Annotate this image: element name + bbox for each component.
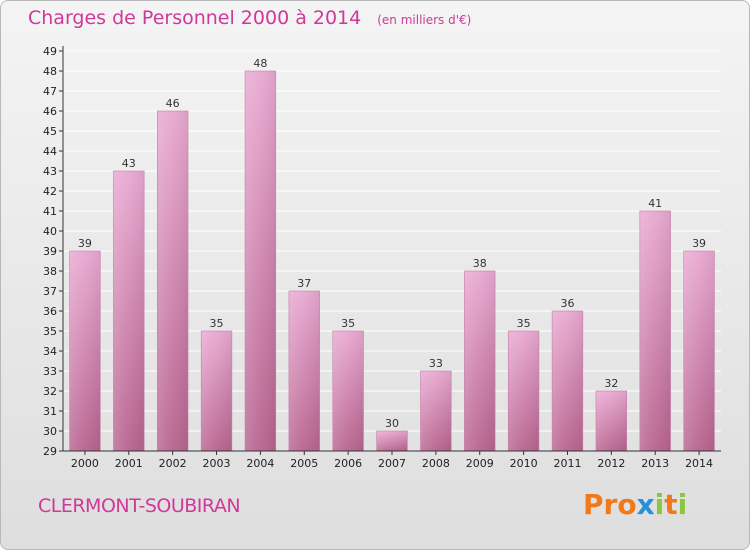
bar-highlight (595, 390, 627, 452)
bar-highlight (507, 330, 540, 452)
x-tick-label: 2005 (290, 457, 318, 470)
data-label: 35 (210, 317, 224, 330)
data-label: 32 (604, 377, 618, 390)
y-tick-label: 40 (43, 225, 57, 238)
x-tick-label: 2007 (378, 457, 406, 470)
y-tick-label: 31 (43, 405, 57, 418)
y-tick-label: 32 (43, 385, 57, 398)
y-tick-label: 34 (43, 345, 57, 358)
bar-highlight (157, 110, 189, 452)
x-tick-label: 2008 (422, 457, 450, 470)
logo-letter: i (677, 488, 688, 521)
data-label: 41 (648, 197, 662, 210)
x-tick-label: 2011 (553, 457, 581, 470)
x-tick-label: 2010 (510, 457, 538, 470)
bar-highlight (420, 370, 452, 452)
logo-letter: x (636, 488, 655, 521)
logo-letter: r (603, 488, 618, 521)
bar-highlight (683, 250, 715, 452)
proxiti-logo: Proxiti (583, 488, 687, 521)
data-label: 38 (473, 257, 487, 270)
data-labels: 39 43 46 35 48 37 35 30 33 38 35 36 32 41 39 (78, 57, 706, 430)
bars (69, 70, 715, 452)
bar-highlight (69, 250, 101, 452)
logo-letter: o (617, 488, 637, 521)
data-label: 46 (166, 97, 180, 110)
data-label: 48 (253, 57, 267, 70)
x-tick-label: 2004 (246, 457, 274, 470)
y-tick-label: 36 (43, 305, 57, 318)
bar-highlight (464, 270, 496, 452)
y-tick-label: 38 (43, 265, 57, 278)
x-tick-label: 2013 (641, 457, 669, 470)
bar-highlight (288, 290, 320, 452)
x-tick-label: 2012 (597, 457, 625, 470)
y-tick-label: 29 (43, 445, 57, 458)
chart-subtitle: (en milliers d'€) (377, 13, 472, 27)
y-tick-label: 35 (43, 325, 57, 338)
title-text: Charges de Personnel 2000 à 2014 (28, 7, 362, 29)
x-tick-label: 2006 (334, 457, 362, 470)
y-tick-label: 42 (43, 185, 57, 198)
location-name: CLERMONT-SOUBIRAN (38, 495, 241, 517)
y-tick-label: 39 (43, 245, 57, 258)
x-tick-label: 2002 (159, 457, 187, 470)
chart-title: Charges de Personnel 2000 à 2014 (en mill… (28, 7, 471, 29)
x-tick-label: 2000 (71, 457, 99, 470)
y-tick-label: 41 (43, 205, 57, 218)
x-tick-label: 2003 (203, 457, 231, 470)
data-label: 35 (341, 317, 355, 330)
x-tick-label: 2009 (466, 457, 494, 470)
logo-letter: t (664, 488, 678, 521)
data-label: 33 (429, 357, 443, 370)
y-tick-label: 45 (43, 125, 57, 138)
bar-highlight (200, 330, 233, 452)
logo-letter: i (654, 488, 665, 521)
data-label: 39 (692, 237, 706, 250)
y-tick-label: 33 (43, 365, 57, 378)
y-tick-label: 46 (43, 105, 57, 118)
y-tick-label: 49 (43, 45, 57, 58)
y-tick-label: 43 (43, 165, 57, 178)
logo-letter: P (583, 488, 604, 521)
bar-highlight (551, 310, 584, 452)
y-tick-label: 30 (43, 425, 57, 438)
data-label: 39 (78, 237, 92, 250)
data-label: 37 (297, 277, 311, 290)
bar-highlight (244, 70, 277, 452)
x-tick-label: 2001 (115, 457, 143, 470)
bar-highlight (332, 330, 364, 452)
y-tick-label: 44 (43, 145, 57, 158)
data-label: 43 (122, 157, 136, 170)
bar-highlight (113, 170, 145, 452)
data-label: 35 (517, 317, 531, 330)
data-label: 36 (560, 297, 574, 310)
axes: 29 30 31 32 33 34 35 36 37 38 39 40 41 42 43 44 45 46 47 48… (43, 45, 721, 470)
x-tick-label: 2014 (685, 457, 713, 470)
y-tick-label: 47 (43, 85, 57, 98)
data-label: 30 (385, 417, 399, 430)
bar-highlight (376, 430, 408, 452)
bar-highlight (639, 210, 671, 452)
y-tick-label: 48 (43, 65, 57, 78)
y-tick-label: 37 (43, 285, 57, 298)
